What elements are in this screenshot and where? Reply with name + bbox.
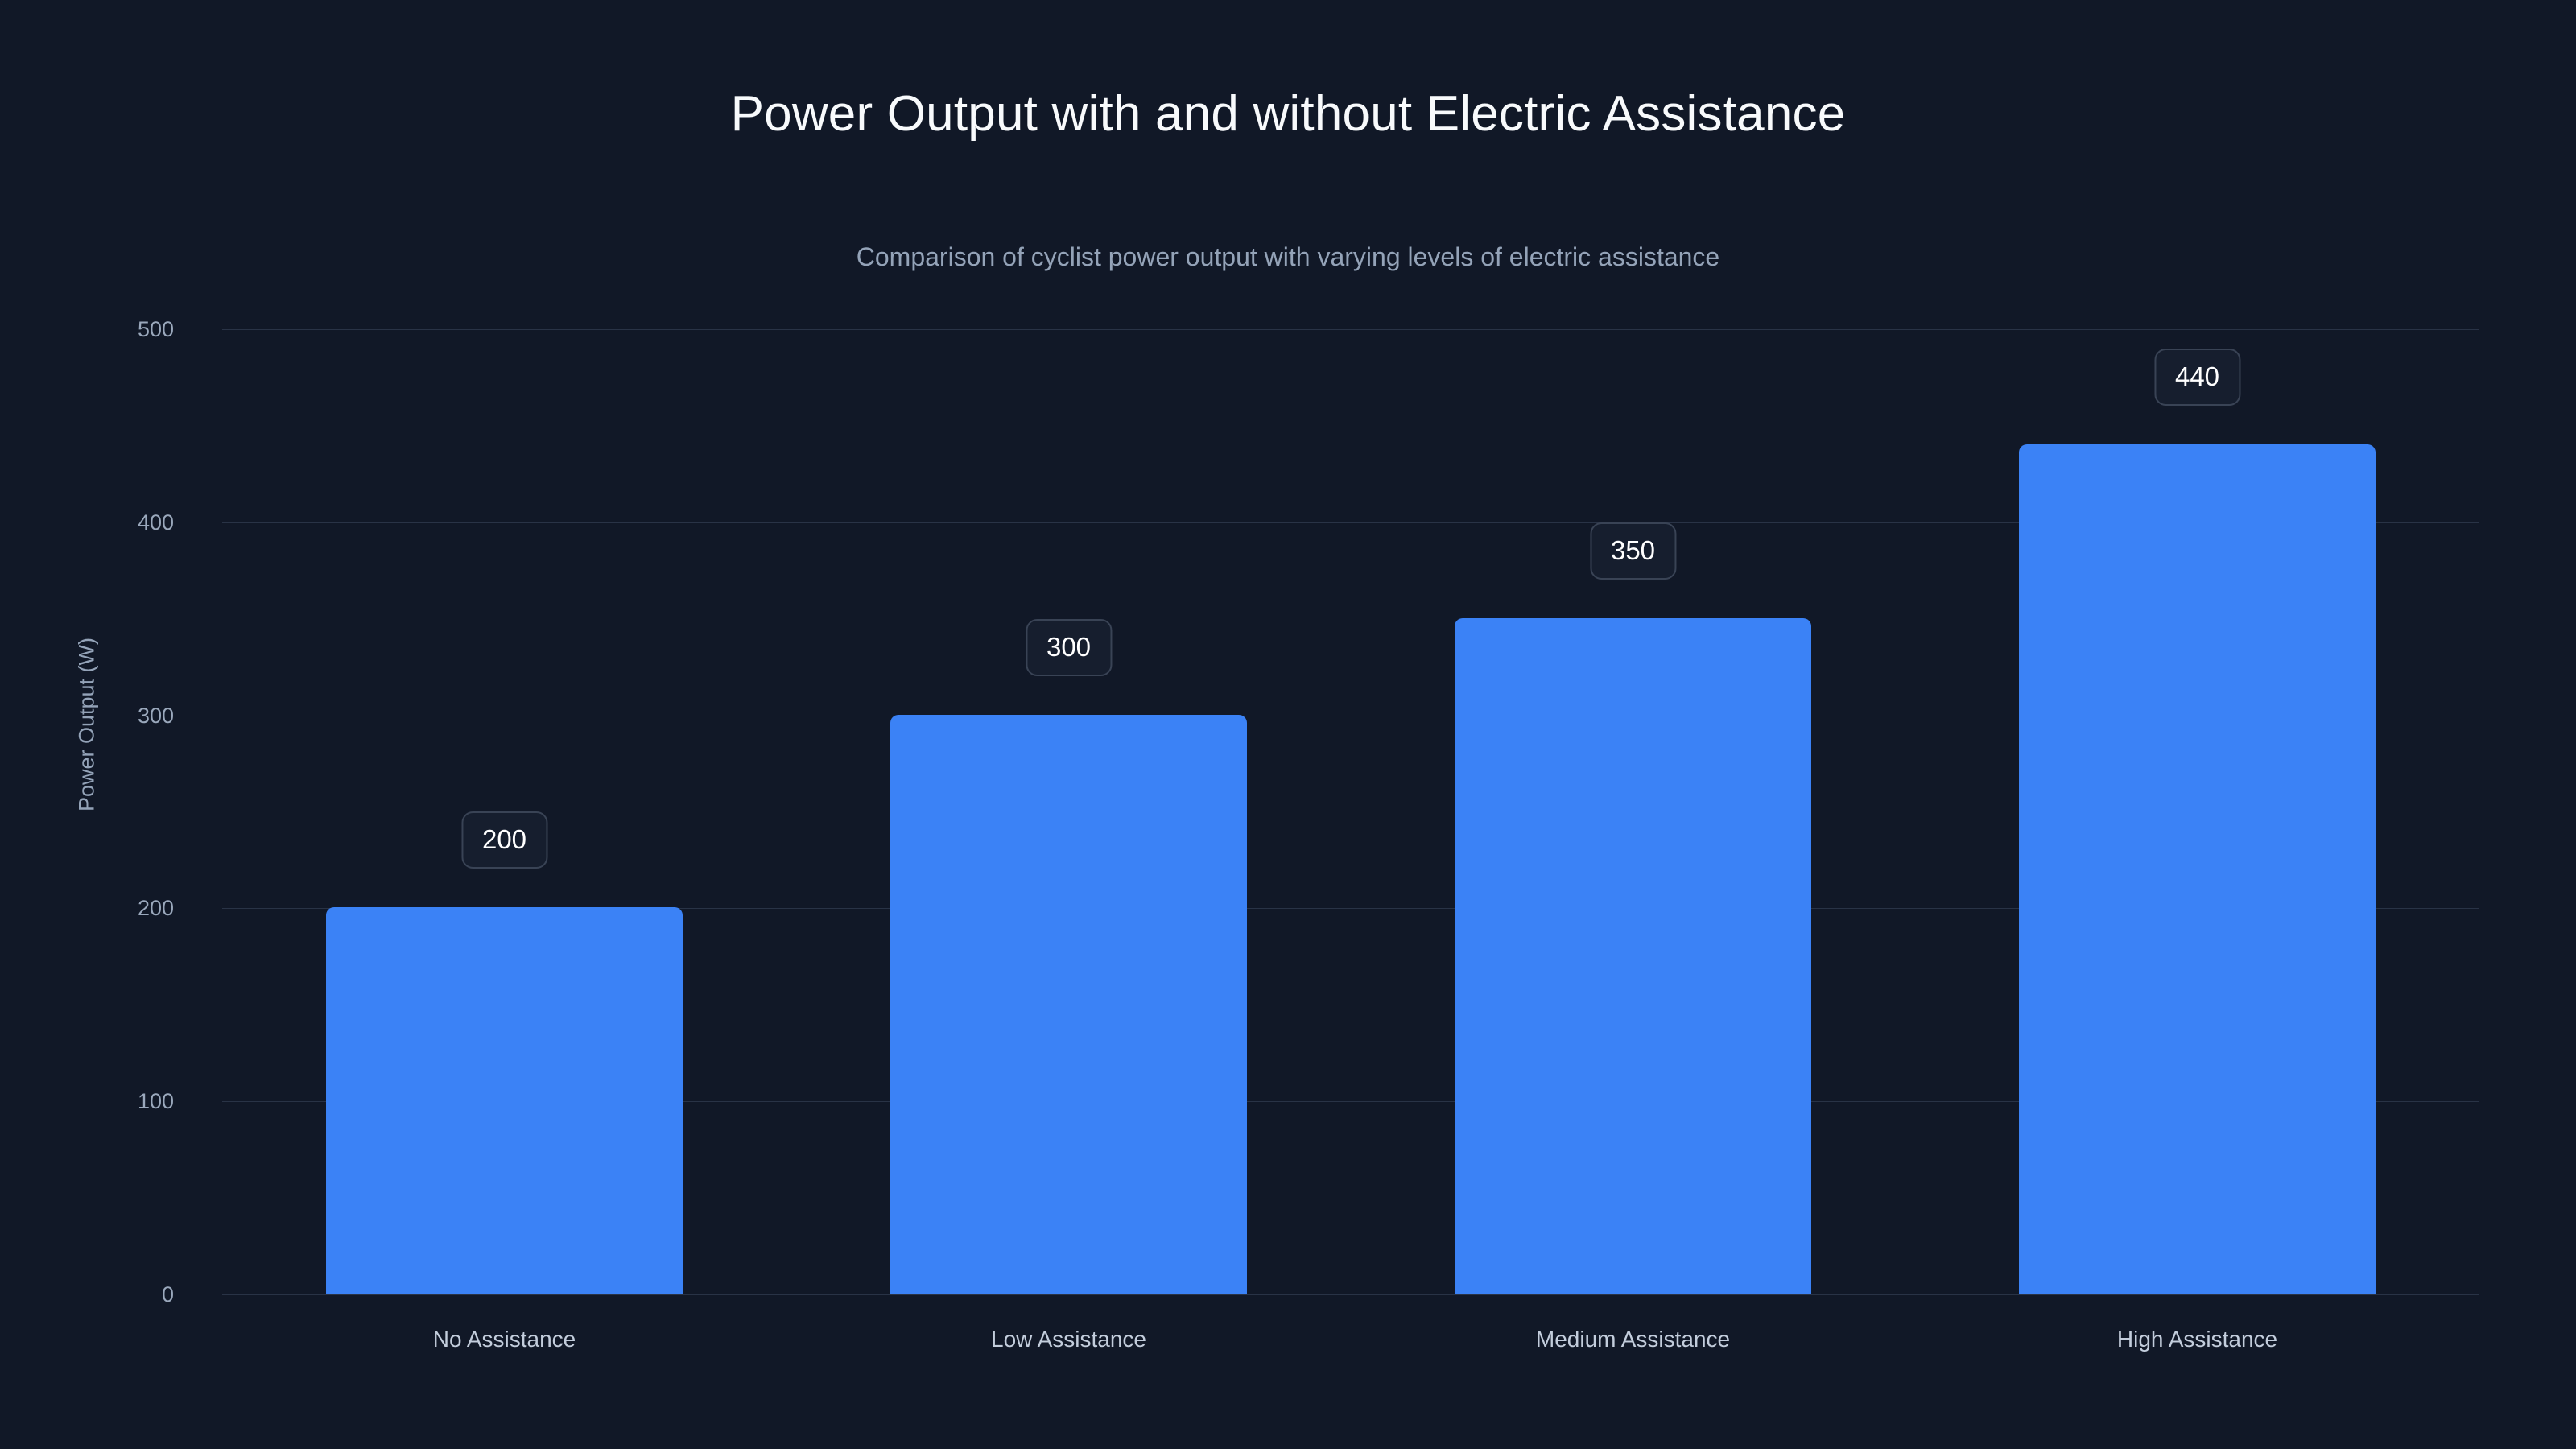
data-label-badge: 440 — [2153, 348, 2241, 406]
x-axis-category-label: Low Assistance — [991, 1327, 1146, 1352]
x-axis-category-label: High Assistance — [2116, 1327, 2278, 1352]
y-axis-tick-label: 200 — [137, 896, 174, 921]
y-axis-tick-label: 0 — [161, 1282, 174, 1307]
bar-low-assistance[interactable] — [890, 714, 1247, 1294]
data-label-badge: 350 — [1589, 522, 1677, 580]
y-axis-tick-label: 100 — [137, 1089, 174, 1114]
gridline — [222, 522, 2479, 523]
x-axis-category-label: Medium Assistance — [1535, 1327, 1731, 1352]
data-label-badge: 300 — [1025, 618, 1113, 676]
data-label-badge: 200 — [460, 811, 548, 869]
bar-medium-assistance[interactable] — [1454, 617, 1811, 1294]
gridline — [222, 329, 2479, 330]
gridline — [222, 1101, 2479, 1103]
gridline — [222, 1294, 2479, 1295]
x-axis-category-label: No Assistance — [432, 1327, 576, 1352]
y-axis-tick-label: 500 — [137, 317, 174, 341]
chart-title: Power Output with and without Electric A… — [730, 86, 1846, 142]
plot-area — [222, 329, 2479, 1295]
gridline — [222, 908, 2479, 910]
chart-subtitle: Comparison of cyclist power output with … — [856, 242, 1720, 271]
bar-high-assistance[interactable] — [2018, 444, 2376, 1294]
bar-no-assistance[interactable] — [325, 907, 683, 1294]
y-axis-tick-label: 400 — [137, 510, 174, 535]
y-axis-tick-label: 300 — [137, 703, 174, 728]
